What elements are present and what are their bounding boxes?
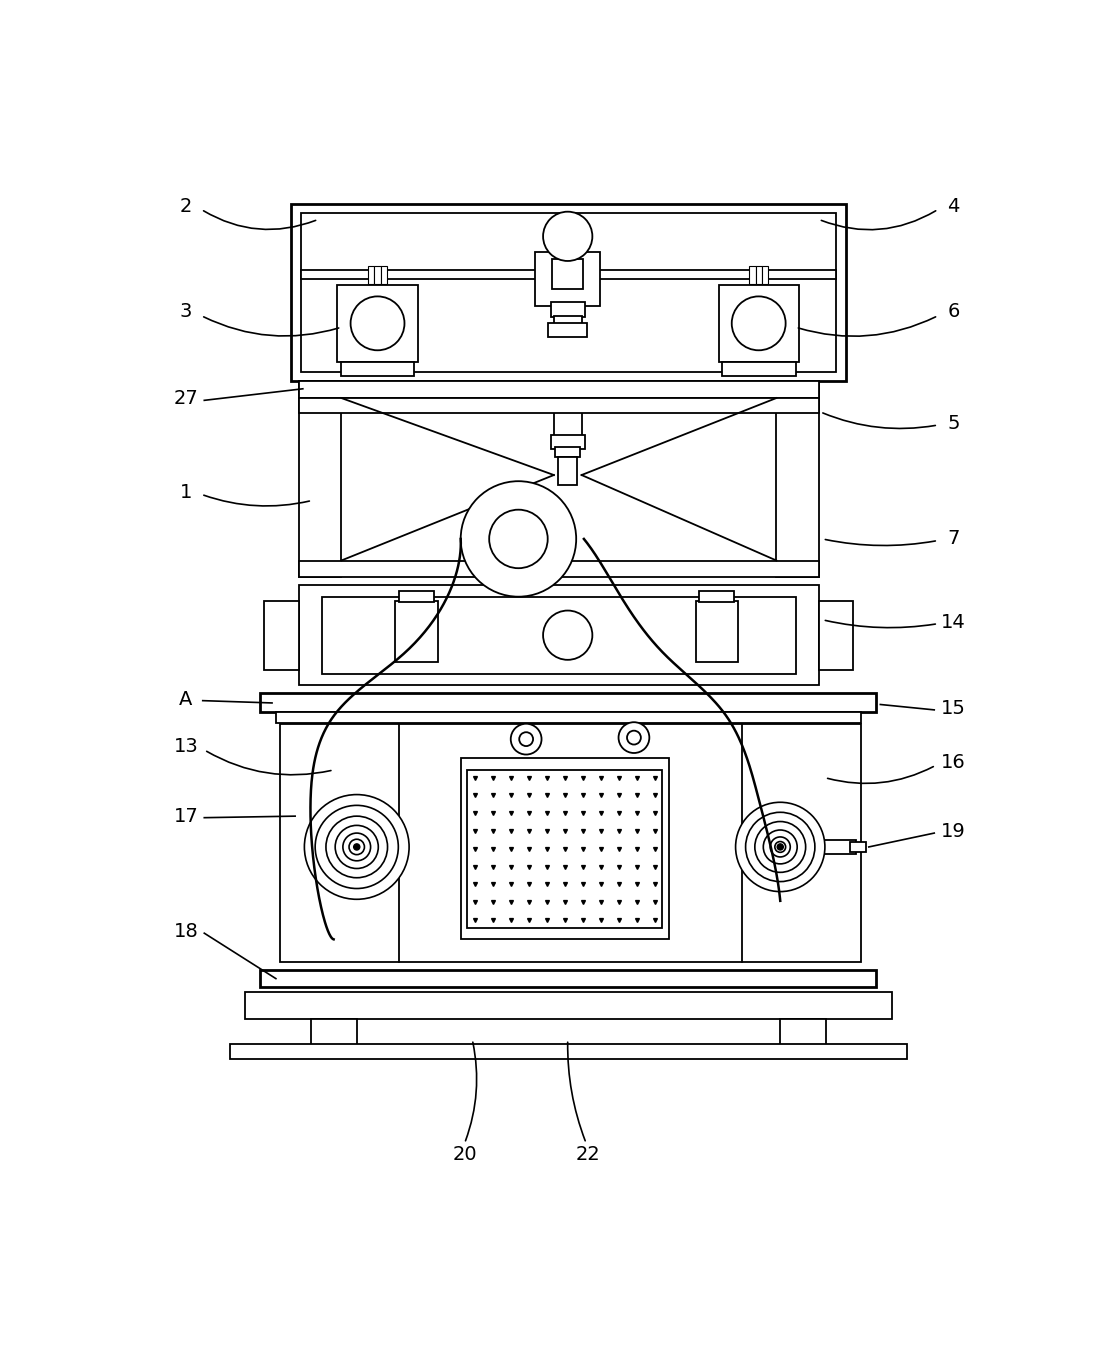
Bar (395, 601, 437, 663)
Bar (299, 381, 819, 397)
Bar (718, 284, 799, 362)
Circle shape (510, 723, 541, 754)
Bar (819, 601, 853, 669)
Text: 17: 17 (174, 807, 198, 826)
Text: 4: 4 (948, 197, 960, 216)
Bar (776, 381, 819, 578)
Text: 14: 14 (941, 613, 966, 632)
Circle shape (519, 733, 534, 746)
Bar (554, 315, 581, 325)
Bar (291, 203, 846, 381)
Bar (299, 381, 341, 578)
Bar (537, 547, 548, 556)
Bar (817, 841, 856, 854)
Circle shape (764, 830, 797, 863)
Circle shape (735, 803, 825, 892)
Circle shape (343, 832, 371, 861)
Text: A: A (179, 690, 193, 709)
Bar (548, 323, 587, 337)
Bar (229, 1044, 908, 1060)
Text: 16: 16 (941, 753, 966, 772)
Bar (780, 1018, 827, 1045)
Bar (299, 585, 819, 686)
Bar (552, 260, 583, 288)
Bar (311, 1018, 356, 1045)
Circle shape (544, 211, 592, 261)
Bar (300, 213, 837, 372)
Bar (369, 265, 374, 284)
Circle shape (335, 826, 379, 869)
Circle shape (777, 843, 784, 850)
Bar (749, 265, 756, 284)
Text: 1: 1 (179, 484, 192, 502)
Bar (762, 265, 768, 284)
Bar (265, 601, 299, 669)
Bar (299, 560, 819, 578)
Text: 22: 22 (576, 1145, 600, 1164)
Bar (381, 265, 386, 284)
Bar (322, 597, 796, 674)
Bar (695, 601, 738, 663)
Circle shape (770, 836, 790, 857)
Bar (531, 521, 554, 550)
Bar (400, 591, 434, 602)
Circle shape (489, 509, 548, 568)
Circle shape (351, 296, 404, 350)
Bar (536, 252, 600, 306)
Text: 18: 18 (174, 923, 198, 942)
Circle shape (349, 839, 364, 854)
Circle shape (619, 722, 650, 753)
Bar (484, 521, 506, 550)
Bar (260, 692, 877, 713)
Bar (554, 381, 581, 443)
Bar (559, 458, 577, 485)
Bar (341, 362, 414, 376)
Bar (467, 770, 662, 928)
Text: 19: 19 (941, 822, 966, 841)
Circle shape (732, 296, 786, 350)
Bar (299, 397, 819, 414)
Bar (700, 591, 734, 602)
Bar (551, 435, 584, 449)
Circle shape (325, 816, 387, 878)
Text: 15: 15 (941, 699, 966, 718)
Circle shape (304, 795, 410, 900)
Bar (489, 547, 500, 556)
Bar (756, 265, 762, 284)
Circle shape (755, 822, 806, 873)
Bar (723, 362, 796, 376)
Bar (551, 302, 584, 317)
Circle shape (627, 730, 641, 745)
Bar (280, 723, 861, 963)
Circle shape (775, 842, 786, 853)
Bar (300, 271, 837, 279)
Circle shape (746, 812, 815, 881)
Bar (849, 842, 867, 851)
Bar (338, 284, 418, 362)
Bar (260, 970, 877, 987)
Circle shape (353, 843, 360, 850)
Bar (509, 528, 528, 543)
Circle shape (461, 481, 576, 597)
Text: 7: 7 (948, 529, 960, 548)
Text: 5: 5 (948, 414, 960, 432)
Bar (556, 447, 580, 458)
Text: 2: 2 (179, 197, 192, 216)
Circle shape (315, 806, 399, 889)
Text: 13: 13 (174, 737, 198, 756)
Text: 6: 6 (948, 302, 960, 322)
Circle shape (544, 610, 592, 660)
Bar (374, 265, 381, 284)
Bar (461, 758, 669, 939)
Bar (245, 991, 892, 1018)
Bar (276, 713, 861, 723)
Text: 27: 27 (174, 389, 198, 408)
Text: 3: 3 (179, 302, 192, 322)
Text: 20: 20 (453, 1145, 477, 1164)
